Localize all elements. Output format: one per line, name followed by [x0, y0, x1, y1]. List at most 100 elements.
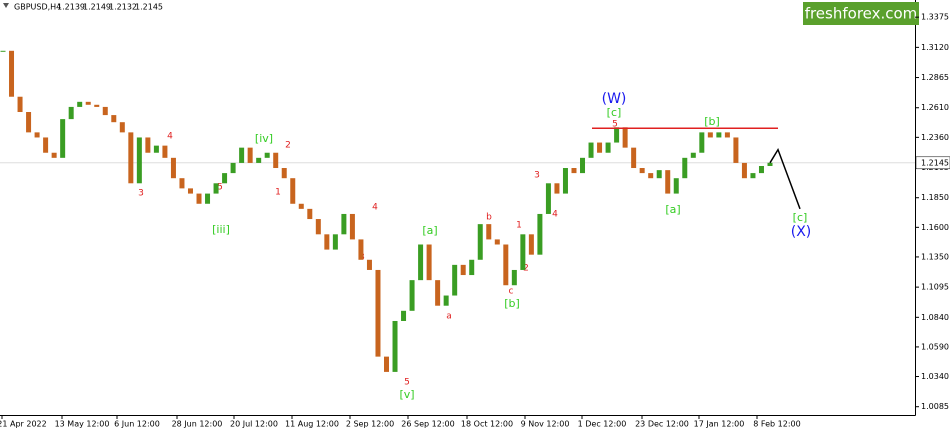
candle [281, 168, 287, 179]
candle [758, 166, 764, 174]
candle [213, 183, 219, 194]
candle [588, 142, 594, 158]
candle [673, 178, 679, 194]
ohlc-high: 1.2149 [83, 3, 111, 12]
y-tick-label: 1.2610 [921, 103, 949, 112]
candle [741, 162, 747, 179]
candle [358, 239, 364, 260]
y-tick-label: 1.2865 [921, 73, 949, 82]
projection-path [769, 147, 801, 210]
candle [426, 244, 432, 281]
candle [264, 152, 270, 158]
wave-label: a [446, 312, 452, 322]
candle [51, 152, 57, 158]
candle [690, 152, 696, 158]
wave-label: 4 [372, 203, 378, 213]
x-tick-label: 9 Nov 12:00 [521, 420, 570, 429]
candle [724, 132, 730, 138]
candle [34, 132, 40, 138]
candle [622, 127, 628, 148]
wave-label: 4 [552, 210, 558, 220]
candle [477, 224, 483, 260]
x-tick-label: 26 Sep 12:00 [401, 420, 454, 429]
candle [469, 259, 475, 276]
candle [85, 101, 91, 105]
candle [94, 104, 100, 107]
y-tick-label: 1.2360 [921, 133, 949, 142]
candle [111, 115, 117, 123]
candle [750, 173, 756, 179]
ohlc-close: 1.2145 [135, 3, 163, 12]
candle [375, 269, 381, 357]
candle [597, 142, 603, 153]
candle [366, 259, 372, 270]
candle [486, 224, 492, 240]
y-tick-label: 1.1850 [921, 193, 949, 202]
x-tick-label: 23 Dec 12:00 [635, 420, 689, 429]
x-tick-label: 1 Dec 12:00 [578, 420, 627, 429]
x-tick-label: 11 Aug 12:00 [285, 420, 339, 429]
candle [205, 193, 211, 204]
y-tick-label: 1.3375 [921, 13, 949, 22]
candle [239, 147, 245, 163]
wave-label: [a] [665, 203, 680, 216]
candle [26, 112, 32, 133]
candle [0, 50, 6, 52]
candle [537, 213, 543, 255]
candle [332, 234, 338, 250]
brand-box [803, 2, 919, 25]
candle [545, 183, 551, 214]
candle [307, 208, 313, 220]
candle [699, 132, 705, 153]
wave-label: 2 [285, 141, 291, 151]
candle [196, 193, 202, 204]
wave-label: [c] [793, 211, 808, 224]
candle [230, 162, 236, 174]
candle [145, 137, 151, 153]
candle [43, 137, 49, 153]
wave-label: 2 [523, 264, 529, 274]
candle [460, 264, 466, 276]
candle [136, 137, 142, 184]
wave-label: [b] [504, 297, 520, 310]
wave-label: [v] [399, 388, 414, 401]
candle [580, 157, 586, 174]
wave-label: [iii] [212, 223, 230, 236]
candle [614, 127, 620, 143]
candle [401, 310, 407, 321]
y-tick-label: 1.0590 [921, 342, 949, 351]
candle [298, 203, 304, 209]
current-price-box [915, 156, 950, 170]
menu-icon [3, 3, 9, 8]
x-tick-label: 21 Apr 2022 [0, 420, 47, 429]
current-price-label: 1.2145 [921, 158, 949, 167]
wave-label: 5 [612, 120, 618, 130]
candle [341, 213, 347, 235]
x-tick-label: 18 Oct 12:00 [461, 420, 513, 429]
wave-label: 3 [534, 171, 540, 181]
candle [409, 280, 415, 311]
x-tick-label: 6 Jun 12:00 [114, 420, 160, 429]
candle [528, 234, 534, 255]
candle [170, 157, 176, 179]
wave-label: c [509, 287, 514, 297]
candle [682, 157, 688, 179]
candle [349, 213, 355, 240]
candle [554, 183, 560, 194]
wave-label: 1 [275, 188, 281, 198]
candle [503, 244, 509, 286]
y-tick-label: 1.3120 [921, 43, 949, 52]
candle [384, 356, 389, 372]
x-tick-label: 8 Feb 12:00 [753, 420, 800, 429]
candle [77, 101, 83, 107]
candle [631, 147, 637, 169]
candle [520, 234, 526, 270]
candle [290, 178, 296, 204]
candle [707, 132, 713, 138]
candle [222, 173, 228, 184]
brand: freshforex.com [805, 5, 918, 23]
candle [392, 320, 398, 372]
candle [153, 145, 159, 153]
candle [733, 137, 739, 163]
